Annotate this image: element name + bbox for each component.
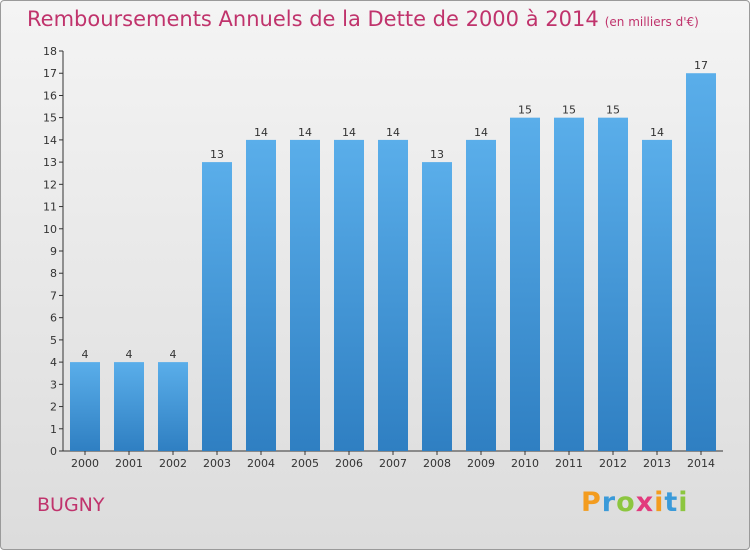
bar-2003 [202, 162, 232, 451]
commune-name: BUGNY [37, 494, 105, 516]
y-tick-label: 17 [43, 67, 57, 80]
bar-2002 [158, 362, 188, 451]
chart-title: Remboursements Annuels de la Dette de 20… [27, 7, 699, 31]
bar-2007 [378, 139, 408, 451]
bar-2009 [466, 139, 496, 451]
bar-value-label: 14 [386, 126, 400, 139]
bar-2013 [642, 139, 672, 451]
bar-value-label: 14 [342, 126, 356, 139]
bar-value-label: 15 [518, 104, 532, 117]
x-tick-label: 2002 [159, 457, 187, 470]
x-tick-label: 2008 [423, 457, 451, 470]
y-tick-label: 11 [43, 201, 57, 214]
x-tick-label: 2012 [599, 457, 627, 470]
y-tick-label: 3 [50, 378, 57, 391]
logo-letter: r [601, 487, 617, 518]
x-tick-label: 2005 [291, 457, 319, 470]
bar-value-label: 13 [430, 148, 444, 161]
y-tick-label: 1 [50, 423, 57, 436]
bar-value-label: 4 [126, 348, 133, 361]
x-tick-label: 2014 [687, 457, 715, 470]
x-tick-label: 2010 [511, 457, 539, 470]
x-tick-label: 2009 [467, 457, 495, 470]
logo-letter: t [664, 487, 679, 518]
bar-value-label: 15 [606, 104, 620, 117]
y-tick-label: 16 [43, 89, 57, 102]
bar-2014 [686, 73, 716, 451]
bar-value-label: 17 [694, 59, 708, 72]
bar-value-label: 14 [650, 126, 664, 139]
x-tick-label: 2003 [203, 457, 231, 470]
bar-2010 [510, 117, 540, 452]
bar-2012 [598, 117, 628, 452]
bar-2005 [290, 139, 320, 451]
y-tick-label: 13 [43, 156, 57, 169]
y-tick-label: 7 [50, 289, 57, 302]
y-tick-label: 14 [43, 134, 57, 147]
bar-value-label: 14 [254, 126, 268, 139]
bar-2000 [70, 362, 100, 451]
y-tick-label: 12 [43, 178, 57, 191]
y-tick-label: 6 [50, 312, 57, 325]
x-tick-label: 2001 [115, 457, 143, 470]
y-tick-label: 5 [50, 334, 57, 347]
y-tick-label: 18 [43, 45, 57, 58]
bar-2011 [554, 117, 584, 452]
logo-letter: P [581, 487, 602, 518]
logo-letter: o [616, 487, 636, 518]
bar-value-label: 4 [82, 348, 89, 361]
logo-letter: i [678, 487, 689, 518]
bar-2004 [246, 139, 276, 451]
x-tick-label: 2000 [71, 457, 99, 470]
y-tick-label: 10 [43, 223, 57, 236]
y-tick-label: 9 [50, 245, 57, 258]
bar-value-label: 14 [298, 126, 312, 139]
x-tick-label: 2004 [247, 457, 275, 470]
bar-value-label: 14 [474, 126, 488, 139]
bar-value-label: 4 [170, 348, 177, 361]
x-tick-label: 2013 [643, 457, 671, 470]
bar-value-label: 13 [210, 148, 224, 161]
y-tick-label: 0 [50, 445, 57, 458]
bar-2008 [422, 162, 452, 451]
unit-note: (en milliers d'€) [604, 15, 699, 29]
x-tick-label: 2006 [335, 457, 363, 470]
title-text: Remboursements Annuels de la Dette de 20… [27, 7, 599, 31]
x-tick-label: 2007 [379, 457, 407, 470]
bar-value-label: 15 [562, 104, 576, 117]
y-tick-label: 2 [50, 401, 57, 414]
proxiti-logo: Proxiti [581, 487, 689, 518]
y-tick-label: 4 [50, 356, 57, 369]
logo-letter: x [635, 487, 655, 518]
y-tick-label: 15 [43, 112, 57, 125]
x-tick-label: 2011 [555, 457, 583, 470]
logo-letter: i [654, 487, 665, 518]
bar-2001 [114, 362, 144, 451]
y-tick-label: 8 [50, 267, 57, 280]
bar-2006 [334, 139, 364, 451]
